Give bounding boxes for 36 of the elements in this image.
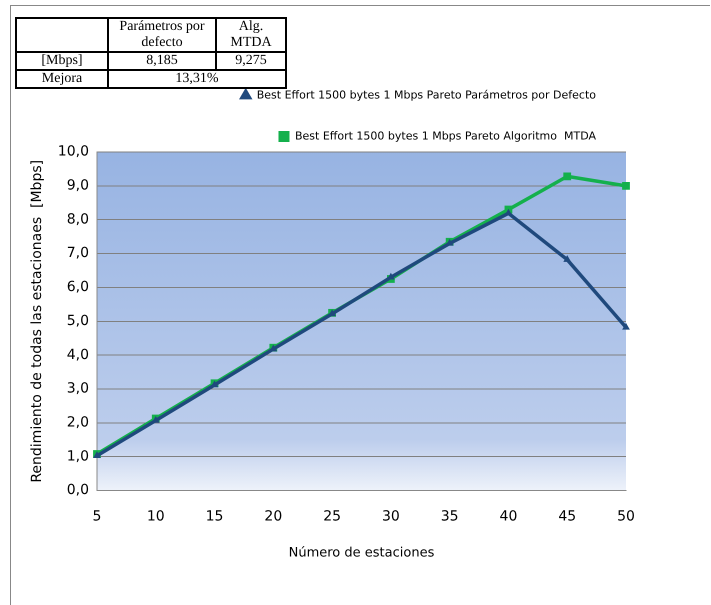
- legend-label: Best Effort 1500 bytes 1 Mbps Pareto Algoritmo MTDA: [294, 129, 596, 142]
- y-tick-label: 8,0: [66, 211, 89, 228]
- y-axis-title: Rendimiento de todas las estacionaes [Mbps]: [29, 160, 46, 483]
- y-tick-label: 5,0: [66, 312, 89, 329]
- text: 8,185: [108, 52, 216, 70]
- text: 13,31%: [108, 70, 286, 88]
- x-tick-label: 45: [558, 508, 576, 525]
- x-tick-label: 15: [206, 508, 224, 525]
- text: Mejora: [16, 70, 108, 88]
- text: Alg. MTDA: [216, 18, 286, 52]
- y-tick-label: 9,0: [66, 178, 89, 194]
- x-tick-label: 30: [382, 508, 400, 525]
- point: [622, 182, 630, 190]
- x-tick-label: 35: [440, 508, 459, 525]
- y-tick-label: 10,0: [58, 144, 89, 160]
- y-tick-label: 3,0: [66, 380, 89, 397]
- text: 9,275: [216, 52, 286, 70]
- text: [Mbps]: [16, 52, 108, 70]
- x-tick-label: 5: [92, 508, 102, 525]
- y-tick-label: 1,0: [66, 448, 89, 464]
- x-tick-label: 25: [323, 508, 342, 525]
- point: [563, 255, 572, 262]
- point: [563, 172, 572, 180]
- y-tick-label: 6,0: [66, 279, 89, 296]
- x-axis-title: Número de estaciones: [288, 546, 435, 561]
- y-tick-label: 4,0: [66, 346, 89, 363]
- text: Parámetros por defecto: [108, 18, 216, 52]
- point: [622, 322, 630, 330]
- x-tick-label: 40: [500, 508, 518, 525]
- x-tick-label: 10: [146, 508, 165, 525]
- y-tick-label: 7,0: [66, 245, 89, 262]
- x-tick-label: 50: [617, 508, 635, 525]
- y-tick-label: 2,0: [66, 414, 89, 431]
- y-tick-label: 0,0: [66, 482, 89, 498]
- x-tick-label: 20: [264, 508, 282, 525]
- legend-label: Best Effort 1500 bytes 1 Mbps Pareto Parámetros por Defecto: [256, 88, 596, 102]
